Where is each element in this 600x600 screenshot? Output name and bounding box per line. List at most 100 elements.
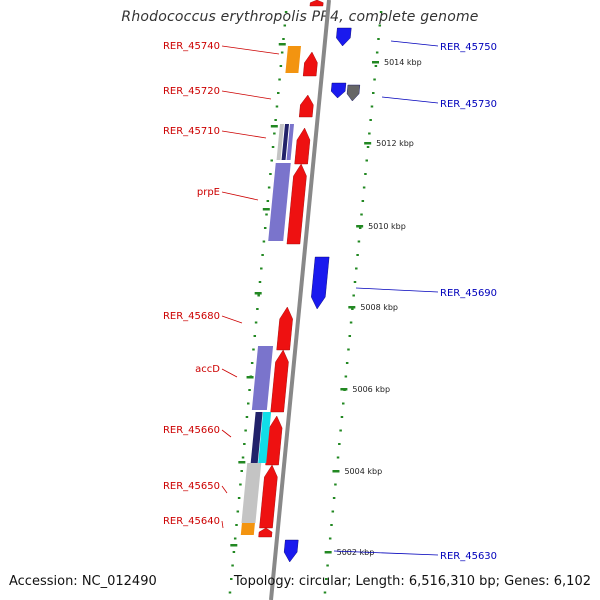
- tick-dot-right: [369, 119, 372, 121]
- tick-dot-left: [228, 591, 232, 594]
- forward-gene-arrow: [276, 306, 293, 351]
- tick-dot-right: [336, 456, 340, 459]
- tick-label: 5008 kbp: [360, 303, 398, 312]
- tick-dot-left: [236, 510, 240, 513]
- tick-dot-right: [334, 483, 337, 486]
- major-tick-left: [246, 376, 254, 379]
- tick-dot-right: [340, 416, 344, 418]
- tick-dot-left: [235, 524, 238, 526]
- tick-dot-left: [270, 159, 273, 162]
- tick-dot-right: [378, 24, 382, 27]
- tick-dot-right: [347, 348, 350, 351]
- major-tick-left: [254, 292, 262, 295]
- tick-label: 5014 kbp: [384, 58, 422, 67]
- tick-dot-left: [278, 78, 281, 81]
- tick-dot-right: [344, 375, 348, 378]
- tick-dot-left: [241, 456, 245, 459]
- tick-dot-right: [351, 308, 354, 310]
- major-tick-left: [270, 125, 278, 128]
- label-leader-line: [221, 90, 272, 100]
- tick-dot-right: [374, 65, 378, 67]
- tick-dot-left: [246, 402, 250, 405]
- label-leader-line: [221, 45, 280, 55]
- tick-dot-left: [239, 483, 242, 486]
- tick-dot-left: [271, 146, 275, 148]
- tick-dot-left: [240, 470, 243, 472]
- tick-dot-right: [373, 78, 376, 81]
- tick-dot-right: [345, 362, 349, 364]
- tick-dot-left: [230, 578, 233, 580]
- reverse-gene-arrow: [283, 539, 299, 563]
- gene-label-left: RER_45720: [163, 86, 220, 97]
- major-tick-right: [340, 388, 348, 391]
- tick-dot-right: [353, 281, 357, 283]
- cog-bar: [241, 463, 262, 523]
- genome-summary-text: Topology: circular; Length: 6,516,310 bp…: [233, 574, 591, 589]
- gene-label-left: accD: [195, 364, 220, 375]
- tick-dot-right: [379, 11, 383, 13]
- tick-dot-right: [358, 227, 362, 229]
- tick-label: 5004 kbp: [344, 467, 382, 476]
- forward-gene-arrow: [259, 464, 278, 529]
- major-tick-right: [348, 306, 356, 309]
- tick-dot-left: [275, 105, 279, 108]
- tick-dot-right: [366, 146, 370, 148]
- tick-dot-right: [356, 254, 359, 256]
- major-tick-right: [356, 225, 364, 228]
- gene-label-right: RER_45630: [440, 551, 497, 562]
- major-tick-right: [332, 470, 340, 473]
- tick-dot-right: [328, 537, 332, 540]
- major-tick-left: [238, 461, 246, 464]
- tick-dot-left: [263, 227, 267, 229]
- tick-dot-right: [355, 267, 358, 270]
- major-tick-left: [230, 544, 238, 547]
- tick-dot-left: [266, 200, 270, 202]
- gene-label-left: prpE: [197, 187, 220, 198]
- tick-dot-right: [330, 524, 333, 526]
- forward-gene-arrow: [309, 0, 324, 7]
- cog-bar: [250, 412, 263, 463]
- tick-dot-left: [279, 65, 283, 67]
- tick-dot-right: [370, 105, 374, 108]
- tick-dot-left: [265, 213, 268, 216]
- label-leader-line: [381, 96, 439, 104]
- tick-dot-right: [361, 200, 365, 202]
- tick-dot-right: [326, 564, 329, 567]
- forward-gene-arrow: [298, 94, 314, 118]
- tick-dot-left: [262, 240, 266, 243]
- reverse-gene-arrow: [330, 82, 347, 99]
- label-leader-line: [221, 130, 267, 139]
- tick-dot-left: [269, 173, 272, 175]
- tick-dot-left: [233, 537, 237, 540]
- tick-dot-right: [360, 213, 363, 216]
- major-tick-right: [324, 551, 332, 554]
- tick-dot-left: [243, 443, 246, 445]
- tick-dot-right: [357, 240, 361, 243]
- tick-dot-left: [252, 348, 255, 351]
- cog-bar: [276, 124, 285, 160]
- tick-dot-right: [352, 294, 355, 297]
- tick-dot-right: [341, 402, 345, 405]
- cog-bar: [286, 124, 295, 160]
- label-leader-line: [221, 485, 228, 494]
- forward-gene-arrow: [302, 51, 318, 77]
- tick-dot-left: [254, 321, 258, 324]
- tick-dot-left: [231, 564, 234, 567]
- cog-bar: [268, 163, 291, 241]
- major-tick-right: [372, 61, 380, 64]
- tick-dot-left: [256, 308, 259, 310]
- gene-label-left: RER_45640: [163, 516, 220, 527]
- label-leader-line: [355, 287, 439, 293]
- tick-dot-right: [362, 186, 366, 189]
- tick-dot-right: [339, 429, 342, 432]
- label-leader-line: [221, 520, 224, 529]
- reverse-gene-arrow: [346, 84, 361, 102]
- major-tick-left: [262, 208, 270, 211]
- tick-dot-left: [282, 38, 285, 40]
- tick-dot-right: [365, 159, 368, 162]
- cog-bar: [251, 346, 274, 410]
- reverse-gene-arrow: [336, 27, 352, 47]
- tick-label: 5010 kbp: [368, 222, 406, 231]
- tick-dot-left: [257, 294, 260, 297]
